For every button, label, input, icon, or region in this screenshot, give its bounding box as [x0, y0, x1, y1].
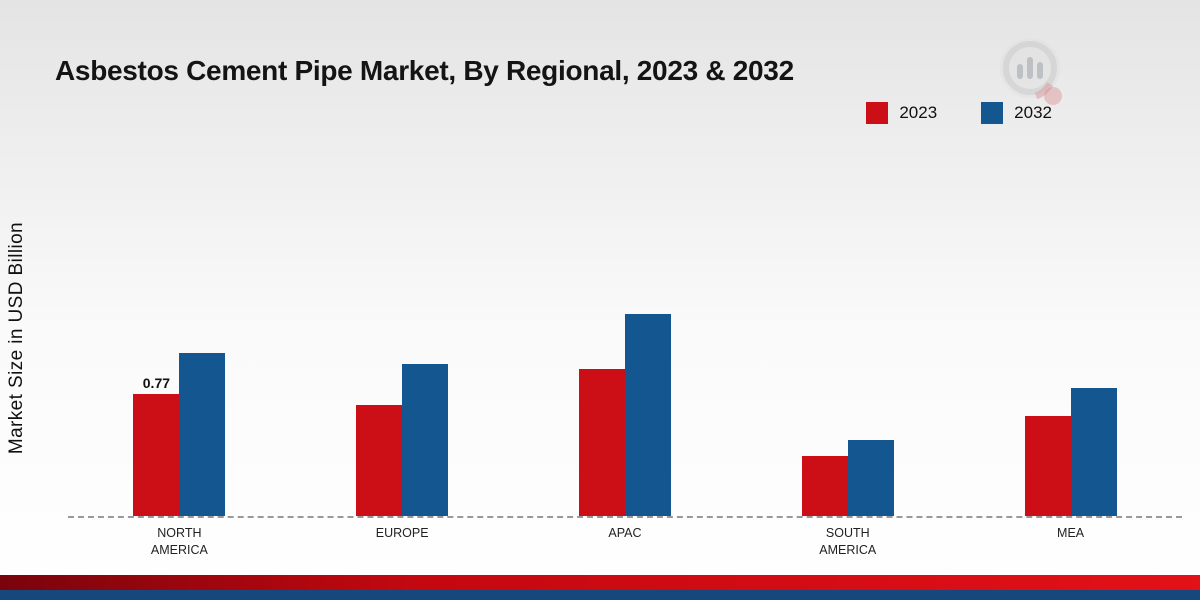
bar-group-north-america: 0.77 NORTH AMERICA — [68, 200, 291, 557]
category-label-north-america: NORTH AMERICA — [150, 526, 208, 557]
bar-2023-south-america — [801, 455, 848, 516]
bar-2032-apac — [624, 313, 671, 516]
category-label-south-america: SOUTH AMERICA — [819, 526, 877, 557]
category-label-mea: MEA — [1057, 526, 1085, 540]
bar-group-europe: EUROPE — [291, 200, 514, 540]
legend-label-2023: 2023 — [899, 103, 938, 122]
bar-2023-europe — [356, 405, 403, 516]
bar-2023-mea — [1024, 416, 1071, 516]
bar-2032-north-america — [179, 353, 226, 516]
bar-2023-north-america: 0.77 — [133, 375, 180, 516]
legend-swatch-2023 — [866, 102, 889, 124]
y-axis-label: Market Size in USD Billion — [6, 222, 27, 455]
category-label-europe: EUROPE — [375, 526, 429, 540]
brand-logo — [990, 30, 1070, 120]
footer-red-strip — [0, 575, 1200, 590]
category-label-apac: APAC — [608, 526, 642, 540]
legend-item-2032: 2032 — [981, 102, 1052, 124]
bar-2032-south-america — [847, 440, 894, 516]
bar-2023-apac — [578, 369, 625, 516]
bar-2032-europe — [402, 364, 449, 516]
legend: 2023 2032 — [866, 102, 1052, 124]
brand-logo-icon — [1000, 38, 1062, 105]
legend-label-2032: 2032 — [1014, 103, 1052, 122]
plot-area: 0.77 NORTH AMERICA EUROPE APAC SOUTH AMERICA… — [68, 200, 1182, 557]
legend-swatch-2032 — [981, 102, 1004, 124]
bar-2032-mea — [1070, 388, 1117, 516]
bar-group-apac: APAC — [514, 200, 737, 540]
footer-blue-strip — [0, 590, 1200, 600]
chart-title: Asbestos Cement Pipe Market, By Regional… — [55, 54, 794, 86]
legend-item-2023: 2023 — [866, 102, 937, 124]
bar-group-south-america: SOUTH AMERICA — [736, 200, 959, 557]
bar-value-label-north-america: 0.77 — [142, 375, 171, 392]
bar-group-mea: MEA — [959, 200, 1182, 540]
